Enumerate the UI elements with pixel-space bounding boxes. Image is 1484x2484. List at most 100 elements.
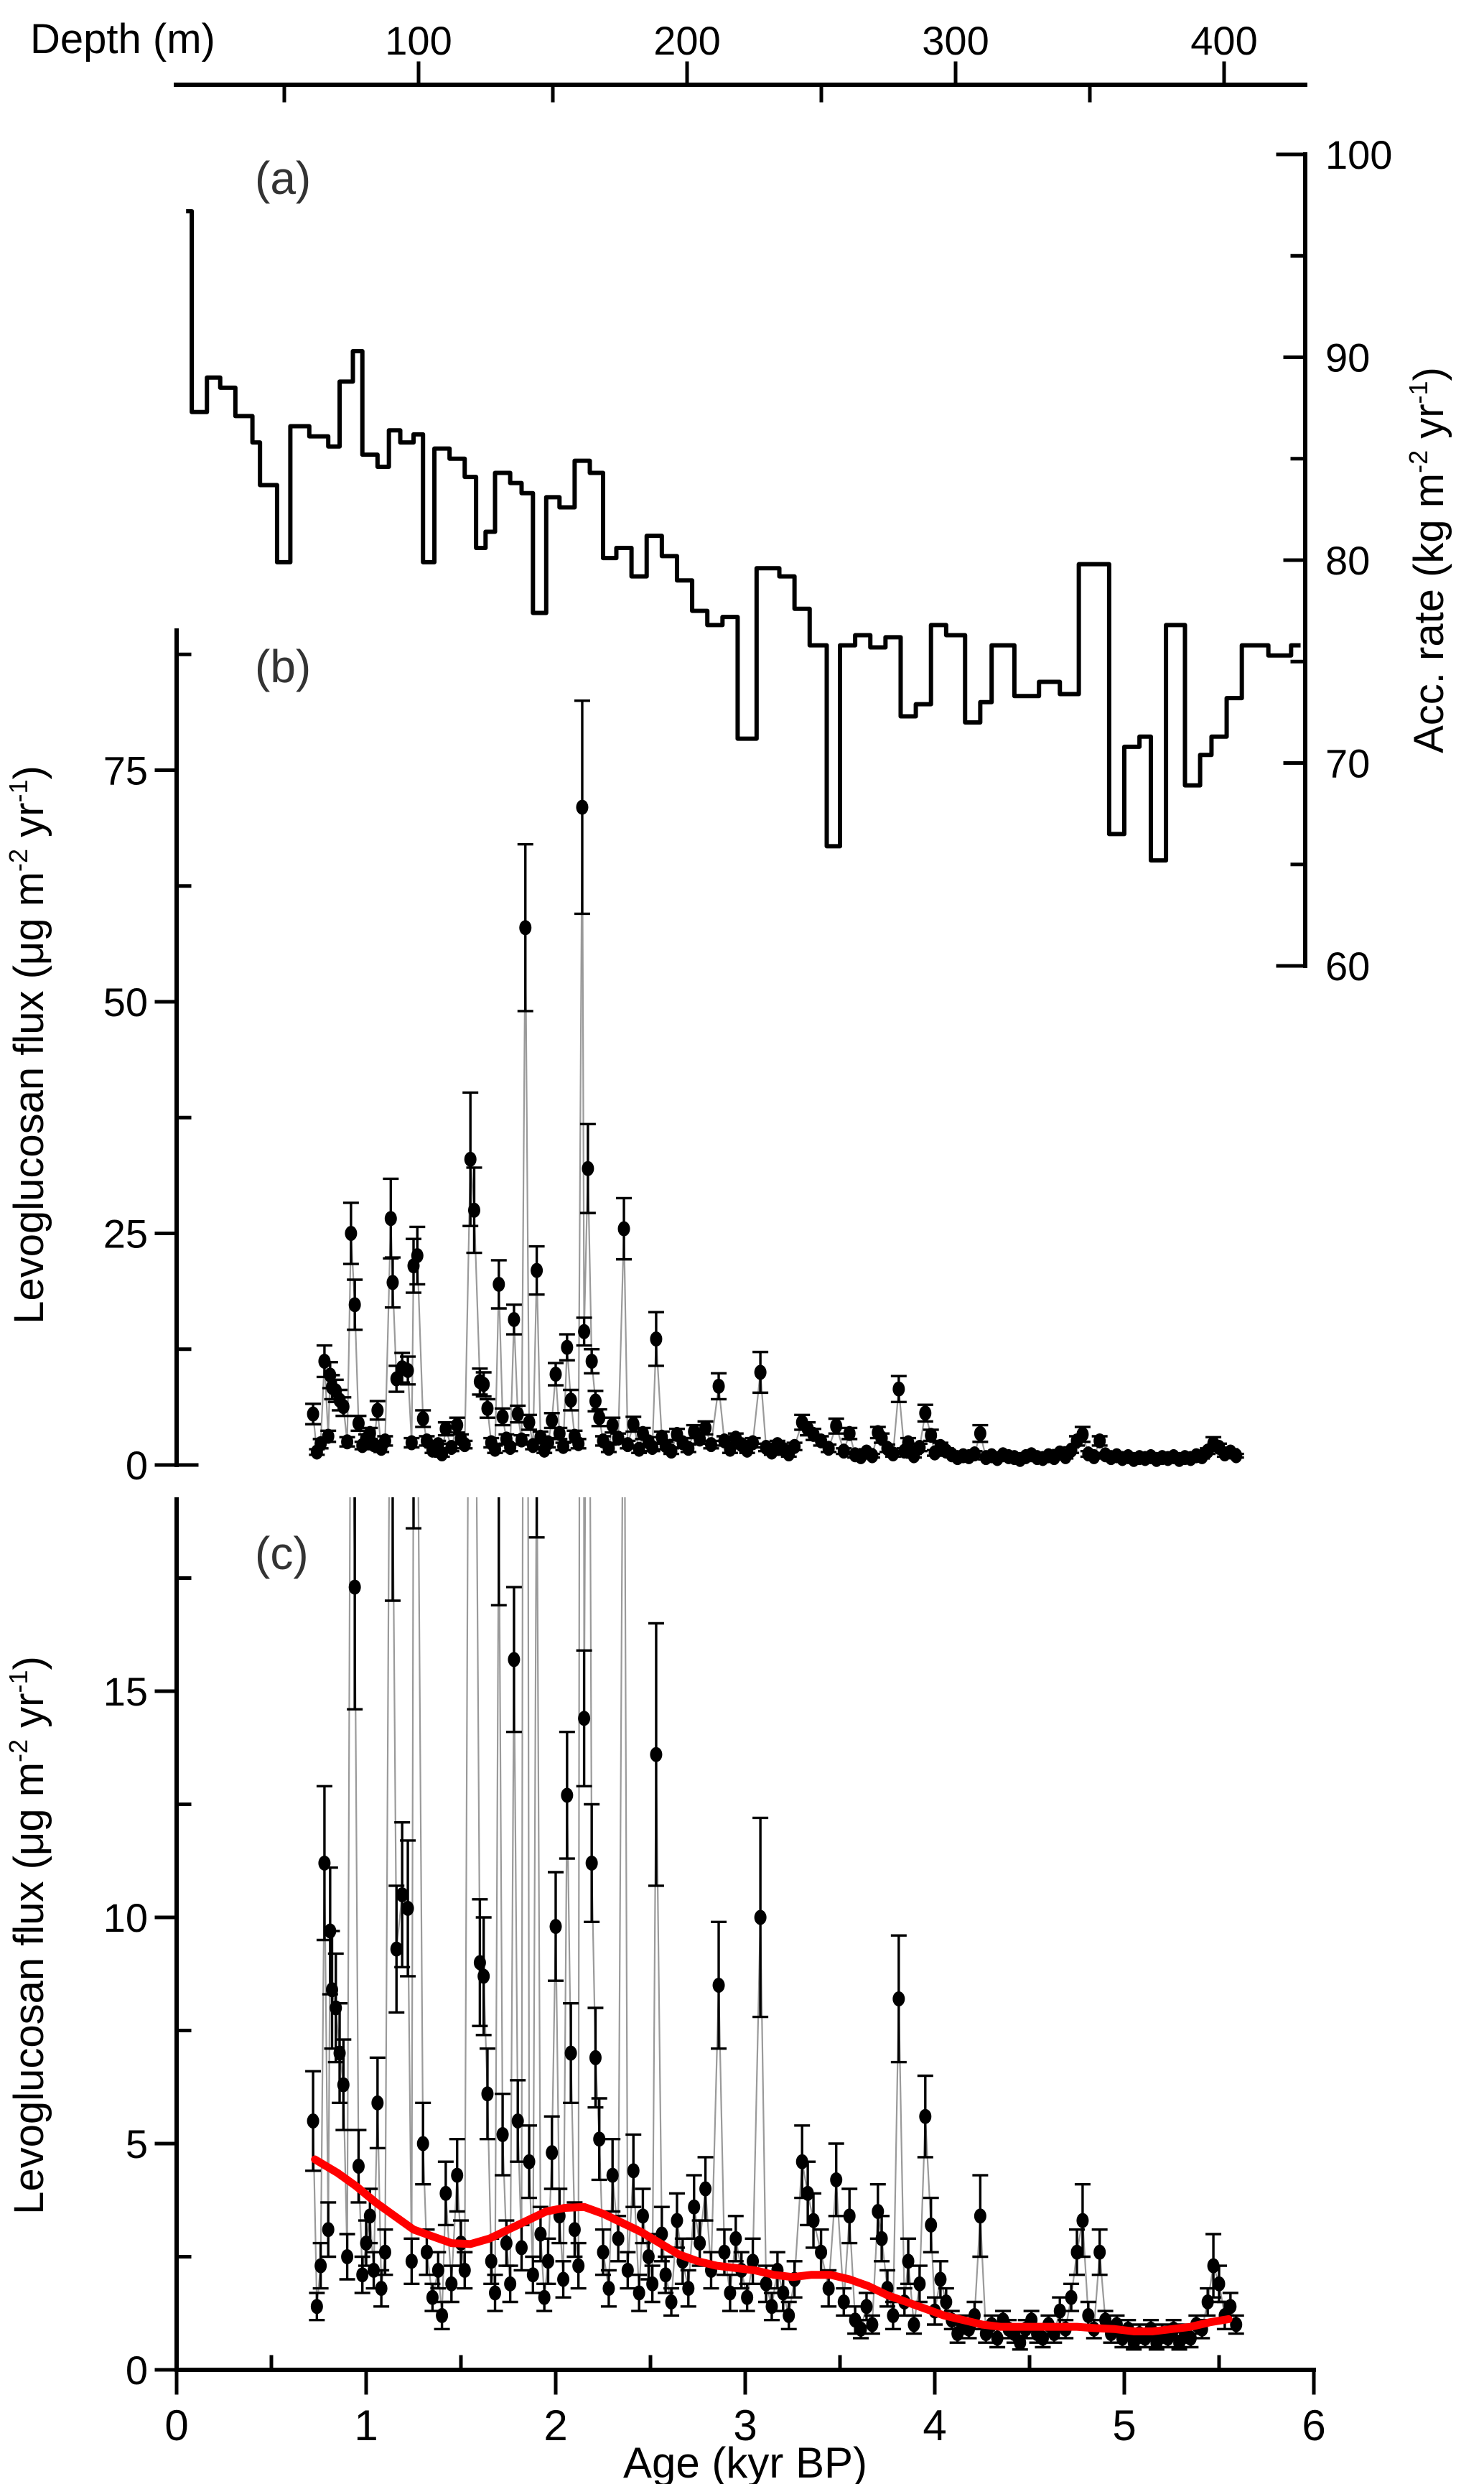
- data-point: [378, 1433, 391, 1448]
- data-point: [561, 1787, 574, 1803]
- data-point: [765, 2299, 778, 2315]
- data-point: [902, 1435, 915, 1451]
- data-point: [694, 2236, 706, 2251]
- data-point: [801, 2185, 814, 2201]
- data-point: [508, 1652, 521, 1667]
- data-point: [729, 2231, 742, 2246]
- data-point: [1224, 2299, 1237, 2315]
- data-point: [1065, 2289, 1078, 2305]
- data-point: [523, 2154, 536, 2169]
- data-point: [925, 2217, 938, 2233]
- acc-rate-step-line: [186, 209, 1301, 863]
- depth-axis: 100 200 300 400 Depth (m): [30, 16, 1307, 103]
- data-point: [724, 1441, 737, 1457]
- panel-c-label: (c): [255, 1527, 309, 1579]
- data-point: [830, 1418, 843, 1434]
- data-point: [760, 2276, 773, 2292]
- panel-c-markers: [307, 870, 1243, 2350]
- data-point: [341, 1434, 354, 1450]
- data-point: [578, 1711, 591, 1726]
- data-point: [477, 1377, 490, 1392]
- data-point: [754, 1909, 767, 1925]
- data-point: [386, 1471, 398, 1486]
- data-point: [1014, 2335, 1027, 2350]
- data-point: [934, 2271, 947, 2287]
- data-point: [712, 1978, 725, 1993]
- acc-tick-label: 80: [1325, 538, 1370, 583]
- data-point: [439, 1421, 452, 1437]
- data-point: [333, 2045, 346, 2061]
- data-point: [465, 870, 477, 885]
- data-point: [830, 2172, 843, 2187]
- depth-tick-label: 400: [1190, 18, 1257, 63]
- smoothed-trend-line: [311, 2155, 1233, 2335]
- data-point: [371, 1403, 384, 1418]
- data-point: [356, 2267, 369, 2283]
- acc-tick-label: 100: [1325, 132, 1392, 177]
- data-point: [724, 2285, 737, 2301]
- panel-c-error-bars: [305, 1497, 1244, 2351]
- data-point: [496, 1409, 509, 1425]
- data-point: [1230, 2317, 1243, 2332]
- data-point: [489, 2285, 502, 2301]
- flux-b-tick-label: 0: [126, 1443, 148, 1488]
- flux-b-axis-title: Levoglucosan flux (μg m-2 yr-1): [4, 766, 52, 1324]
- data-point: [426, 2289, 439, 2305]
- flux-c-tick-label: 0: [126, 2348, 148, 2393]
- data-point: [837, 2294, 850, 2309]
- data-point: [515, 1432, 528, 1448]
- data-point: [493, 1480, 505, 1495]
- data-point: [974, 1425, 986, 1441]
- data-point: [913, 1439, 926, 1455]
- data-point: [322, 1428, 335, 1444]
- data-point: [593, 2131, 606, 2147]
- data-point: [526, 2267, 539, 2283]
- data-point: [1082, 2307, 1095, 2323]
- data-point: [815, 2244, 828, 2260]
- data-point: [345, 1226, 358, 1241]
- data-point: [892, 1381, 905, 1397]
- data-point: [341, 2249, 354, 2264]
- flux-c-tick-label: 10: [103, 1895, 148, 1940]
- data-point: [541, 1435, 554, 1451]
- acc-axis-title: Acc. rate (kg m-2 yr-1): [1404, 367, 1452, 753]
- data-point: [636, 2208, 649, 2224]
- data-point: [439, 2185, 452, 2201]
- data-point: [807, 2213, 820, 2228]
- panel-b: 0 25 50 75 Levoglucosan flux (μg m-2 yr-1) (b…: [4, 628, 1244, 1488]
- flux-c-tick-label: 15: [103, 1669, 148, 1714]
- data-point: [777, 2285, 790, 2301]
- panel-a: 100 90 80 70 60 Acc. rate (kg m-2 yr-1) (a): [186, 132, 1452, 989]
- data-point: [549, 1367, 562, 1382]
- data-point: [534, 2226, 547, 2242]
- data-point: [718, 2244, 731, 2260]
- data-point: [788, 1438, 801, 1454]
- data-point: [337, 2077, 350, 2093]
- data-point: [1184, 2330, 1197, 2346]
- data-point: [822, 2281, 835, 2297]
- data-point: [500, 2236, 513, 2251]
- data-point: [352, 1415, 365, 1431]
- flux-c-axis-title: Levoglucosan flux (μg m-2 yr-1): [4, 1656, 52, 2215]
- data-point: [606, 1418, 619, 1433]
- data-point: [991, 2330, 1004, 2346]
- data-point: [436, 2307, 449, 2323]
- data-point: [318, 1354, 331, 1369]
- data-point: [582, 1160, 594, 1176]
- data-point: [405, 2253, 418, 2269]
- data-point: [477, 1968, 490, 1984]
- data-point: [1076, 1426, 1089, 1442]
- data-point: [659, 2267, 672, 2283]
- data-point: [511, 1406, 524, 1422]
- flux-b-tick-label: 75: [103, 748, 148, 794]
- data-point: [386, 1275, 399, 1290]
- data-point: [694, 1431, 706, 1447]
- data-point: [378, 2244, 391, 2260]
- data-point: [593, 1410, 606, 1425]
- data-point: [682, 1441, 695, 1456]
- data-point: [913, 2276, 926, 2292]
- data-point: [564, 1392, 577, 1408]
- panel-c-connector-line: [312, 1497, 1237, 2345]
- data-point: [523, 1415, 536, 1431]
- flux-b-tick-label: 25: [103, 1211, 148, 1257]
